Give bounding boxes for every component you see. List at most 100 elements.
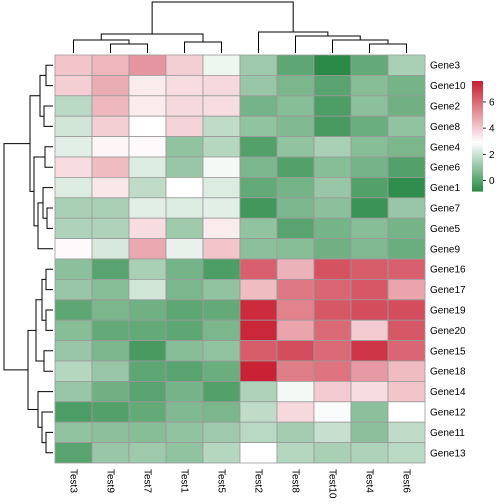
row-label-Gene13: Gene13 [430,448,466,459]
color-legend-swatch [472,128,483,132]
heatmap-cell-Gene20-Test10 [313,319,352,342]
color-legend-swatch [472,172,483,176]
heatmap-cell-Gene7-Test9 [91,197,130,219]
column-dendrogram [73,1,407,53]
heatmap-cell-Gene6-Test9 [91,156,130,178]
heatmap-cell-Gene12-Test6 [387,401,426,423]
heatmap-cell-Gene8-Test1 [165,115,204,137]
color-legend-swatch [472,132,483,135]
heatmap-cell-Gene12-Test8 [276,401,315,423]
heatmap-cell-Gene10-Test3 [54,75,93,97]
color-legend-swatch [472,158,483,161]
heatmap-cell-Gene19-Test6 [387,299,426,321]
color-legend-swatch [472,115,483,119]
heatmap-cell-Gene18-Test6 [387,360,426,382]
row-dendrogram-branch [46,207,53,229]
column-label-Test1: Test1 [179,469,190,493]
heatmap-cell-Gene18-Test4 [350,360,389,382]
heatmap-cell-Gene3-Test3 [54,54,93,76]
color-legend-swatch [472,99,483,102]
heatmap-cell-Gene6-Test3 [54,156,93,178]
column-dendrogram-branch [332,39,389,53]
heatmap-cell-Gene18-Test10 [313,360,352,382]
heatmap-cell-Gene16-Test8 [276,258,315,280]
color-legend-swatch [472,185,483,188]
heatmap-cell-Gene9-Test4 [350,238,389,260]
row-label-Gene20: Gene20 [430,326,466,337]
heatmap-cell-Gene12-Test2 [239,401,278,423]
heatmap-cell-Gene14-Test2 [239,380,278,403]
column-label-Test2: Test2 [253,469,264,493]
column-label-Test5: Test5 [216,469,227,493]
heatmap-cell-Gene20-Test4 [350,319,389,342]
heatmap-cell-Gene18-Test7 [128,360,167,382]
heatmap-cell-Gene14-Test10 [313,380,352,403]
heatmap-cell-Gene12-Test9 [91,401,130,423]
heatmap-cell-Gene17-Test6 [387,278,426,301]
heatmap-cell-Gene6-Test2 [239,156,278,178]
column-dendrogram-branch [110,43,148,53]
heatmap-cell-Gene9-Test10 [313,238,352,260]
heatmap-cell-Gene7-Test2 [239,197,278,219]
heatmap-cell-Gene6-Test6 [387,156,426,178]
heatmap-cell-Gene10-Test4 [350,75,389,97]
color-legend-swatch [472,148,483,152]
heatmap-cell-Gene17-Test1 [165,278,204,301]
row-label-Gene3: Gene3 [430,61,460,72]
heatmap-cell-Gene12-Test10 [313,401,352,423]
row-dendrogram-branch [41,411,53,444]
color-legend-swatch [472,137,483,141]
heatmap-cell-Gene17-Test2 [239,278,278,301]
heatmap-cell-Gene11-Test2 [239,421,278,444]
color-legend-swatch [472,183,483,187]
heatmap-cell-Gene10-Test10 [313,75,352,97]
column-dendrogram-branch [100,33,204,42]
heatmap-cell-Gene16-Test3 [54,258,93,280]
heatmap-cell-Gene4-Test7 [128,136,167,158]
color-legend-swatch [472,95,483,99]
heatmap-cell-Gene13-Test6 [387,442,426,464]
heatmap-cell-Gene17-Test8 [276,278,315,301]
heatmap-cell-Gene10-Test6 [387,75,426,97]
heatmap-cell-Gene14-Test9 [91,380,130,403]
heatmap-cell-Gene16-Test5 [202,258,241,280]
heatmap-cell-Gene13-Test4 [350,442,389,464]
heatmap-cell-Gene16-Test2 [239,258,278,280]
heatmap-cell-Gene5-Test1 [165,217,204,239]
heatmap-cell-Gene3-Test10 [313,54,352,76]
heatmap-cell-Gene5-Test6 [387,217,426,239]
heatmap-cell-Gene15-Test7 [128,340,167,362]
heatmap-cell-Gene20-Test5 [202,319,241,342]
heatmap-cell-Gene1-Test2 [239,176,278,199]
row-label-Gene16: Gene16 [430,265,466,276]
heatmap-cell-Gene1-Test7 [128,176,167,199]
heatmap-cell-Gene20-Test3 [54,319,93,342]
heatmap-cell-Gene3-Test5 [202,54,241,76]
heatmap-cell-Gene15-Test10 [313,340,352,362]
row-label-Gene10: Gene10 [430,81,466,92]
row-label-Gene12: Gene12 [430,408,466,419]
color-legend-swatch [472,152,483,155]
color-legend-swatch [472,81,483,84]
heatmap-cell-Gene17-Test10 [313,278,352,301]
color-legend-swatch [472,88,483,91]
heatmap-cell-Gene9-Test8 [276,238,315,260]
heatmap-cell-Gene3-Test4 [350,54,389,76]
color-legend-swatch [472,112,483,115]
heatmap-cell-Gene19-Test3 [54,299,93,321]
heatmap-cell-Gene11-Test6 [387,421,426,444]
heatmap-cell-Gene8-Test3 [54,115,93,137]
color-legend-swatch [472,187,483,190]
heatmap-cell-Gene20-Test2 [239,319,278,342]
heatmap-cell-Gene6-Test7 [128,156,167,178]
heatmap-cell-Gene13-Test8 [276,442,315,464]
heatmap-cell-Gene16-Test1 [165,258,204,280]
heatmap-cell-Gene11-Test4 [350,421,389,444]
color-legend-swatch [472,189,483,192]
heatmap-cell-Gene10-Test7 [128,75,167,97]
column-label-Test4: Test4 [364,469,375,493]
color-legend-tick-label: 0 [489,176,495,187]
heatmap-cell-Gene19-Test2 [239,299,278,321]
heatmap-cell-Gene9-Test7 [128,238,167,260]
color-legend-swatch [472,141,483,144]
